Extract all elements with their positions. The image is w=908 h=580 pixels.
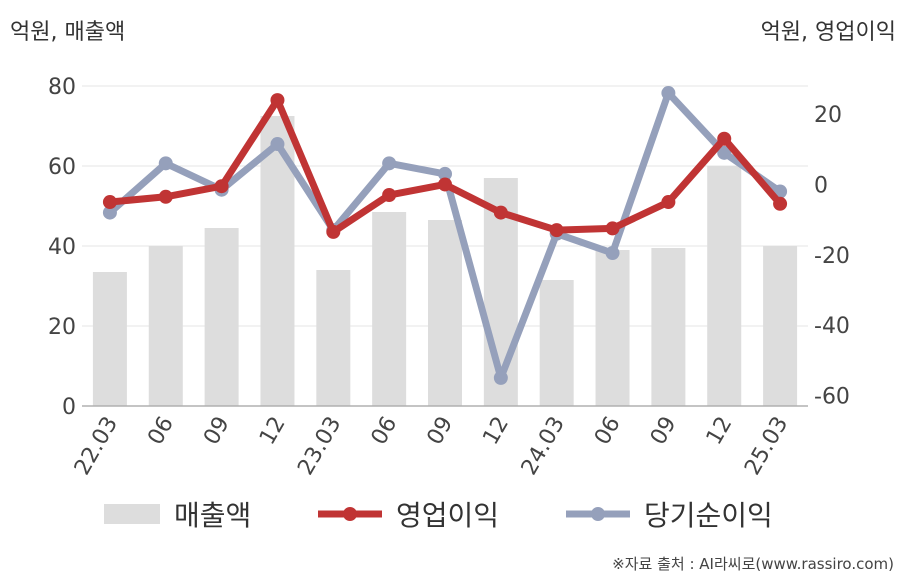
x-tick-label: 09 [423,413,459,450]
bar [204,228,239,406]
net-point [438,166,452,181]
legend-label-net: 당기순이익 [644,499,773,532]
legend-item-net[interactable]: 당기순이익 [566,492,773,536]
left-tick-label: 80 [48,75,76,100]
x-tick-label: 24.03 [517,413,570,480]
net-point [493,370,508,385]
source-note: ※자료 출처 : AI라씨로(www.rassiro.com) [612,555,894,573]
x-tick-label: 09 [199,413,235,450]
operating-point [326,224,341,239]
bar [763,246,798,406]
revenue-bars [92,116,798,406]
left-tick-label: 60 [48,155,76,180]
x-tick-label: 06 [590,413,626,450]
legend-revenue-swatch [104,504,160,524]
net-point [661,86,676,101]
operating-point [773,196,788,211]
x-tick-label: 09 [646,413,682,450]
bar [92,272,127,406]
bar [316,270,351,406]
x-tick-label: 25.03 [740,413,793,480]
bar [707,166,742,406]
legend-item-operating[interactable]: 영업이익 [318,492,499,536]
operating-point [102,195,117,210]
net-point [270,137,285,152]
left-axis-unit: 억원, 매출액 [10,20,126,45]
net-point [102,205,117,220]
left-tick-label: 40 [48,235,76,260]
net-point [382,156,397,171]
left-tick-label: 0 [62,395,76,420]
net-point [717,145,732,160]
right-tick-label: -20 [814,244,850,269]
right-tick-label: 0 [814,173,828,198]
legend-net-swatch [566,507,630,521]
operating-point [158,189,173,204]
x-tick-label: 22.03 [70,413,123,480]
bar [651,248,686,406]
operating-point [493,205,508,220]
right-axis-unit: 억원, 영업이익 [760,20,896,45]
operating-point [661,195,676,210]
legend-label-revenue: 매출액 [174,499,252,532]
bar [148,246,183,406]
operating-point [214,179,229,194]
right-tick-label: -40 [814,314,850,339]
bar [428,220,462,406]
operating-point [717,131,732,146]
x-tick-label: 06 [143,413,179,450]
net-point [605,246,620,261]
legend-item-revenue[interactable]: 매출액 [104,492,251,536]
operating-point [438,177,452,192]
operating-point [549,223,564,238]
x-tick-label: 12 [255,413,291,450]
operating-point [270,93,285,108]
bar [595,250,630,406]
legend-label-operating: 영업이익 [396,499,500,532]
bar [539,280,574,406]
operating-point [605,221,620,236]
x-tick-label: 06 [367,413,403,450]
x-tick-label: 12 [478,413,514,450]
operating-point [382,188,397,203]
x-tick-label: 12 [702,413,738,450]
left-tick-label: 20 [48,315,76,340]
profit-lines [102,86,788,385]
right-tick-label: 20 [814,103,842,128]
right-tick-label: -60 [814,384,850,409]
legend: 매출액 영업이익 당기순이익 [0,492,908,536]
bar [372,212,407,406]
net-point [158,156,173,171]
x-tick-label: 23.03 [293,413,346,480]
legend-operating-swatch [318,507,382,521]
